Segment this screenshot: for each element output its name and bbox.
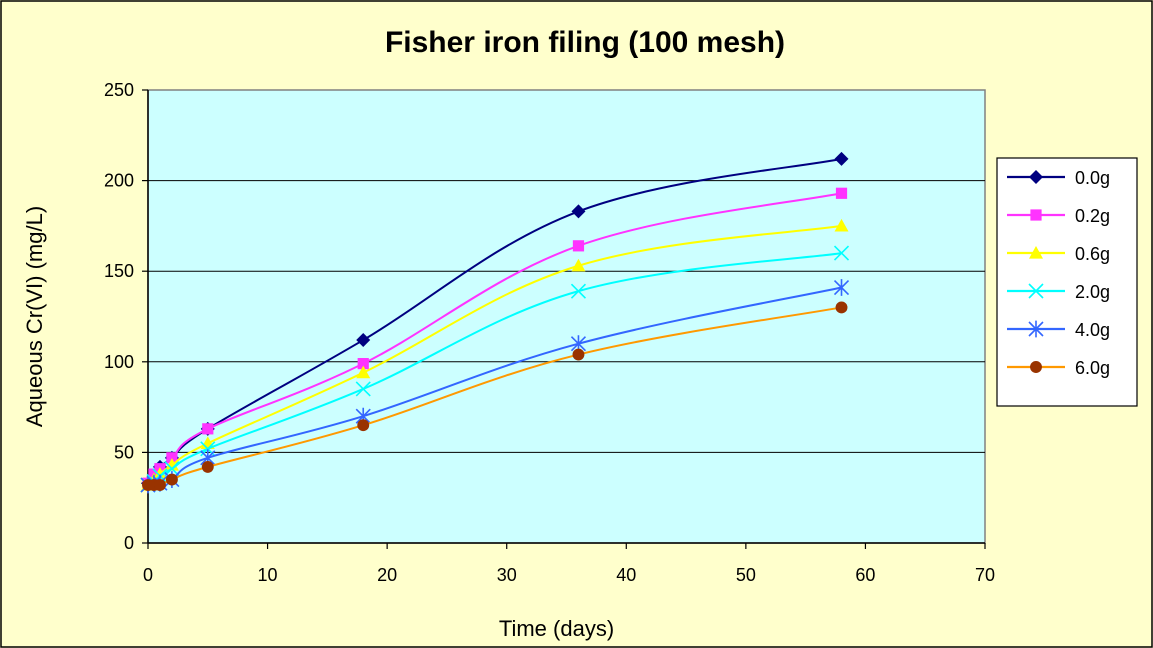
gridlines xyxy=(148,180,985,453)
data-point xyxy=(835,301,848,314)
data-point xyxy=(572,240,585,252)
data-point xyxy=(1030,361,1042,373)
y-tick-label: 200 xyxy=(104,171,134,191)
y-axis-label: Aqueous Cr(VI) (mg/L) xyxy=(22,206,47,427)
legend-item: 4.0g xyxy=(1007,320,1110,340)
y-tick-label: 250 xyxy=(104,80,134,100)
legend-label: 0.6g xyxy=(1075,244,1110,264)
data-point xyxy=(356,365,371,379)
data-point xyxy=(357,358,369,370)
x-tick-label: 60 xyxy=(855,565,875,585)
data-point xyxy=(165,473,178,486)
axes: 0 50 100 150 200 250 0 10 20 30 40 50 60 70 xyxy=(104,80,995,585)
y-tick-label: 50 xyxy=(114,442,134,462)
y-tick-label: 100 xyxy=(104,352,134,372)
legend-item: 0.6g xyxy=(1007,244,1110,264)
x-tick-label: 70 xyxy=(975,565,995,585)
legend-item: 2.0g xyxy=(1007,282,1110,302)
data-point xyxy=(154,479,166,491)
data-point xyxy=(166,452,178,464)
x-tick-label: 50 xyxy=(736,565,756,585)
legend-box xyxy=(996,157,1138,407)
data-point xyxy=(152,467,167,480)
x-tick-label: 40 xyxy=(616,565,636,585)
legend-item: 0.2g xyxy=(1007,206,1110,226)
data-point xyxy=(356,333,371,348)
x-tick-label: 20 xyxy=(377,565,397,585)
plot-area xyxy=(147,89,986,544)
data-point xyxy=(834,218,849,232)
chart-title: Fisher iron filing (100 mesh) xyxy=(385,26,785,59)
data-point xyxy=(201,460,214,473)
data-point xyxy=(1028,283,1044,299)
legend-label: 6.0g xyxy=(1075,358,1110,378)
data-point xyxy=(571,204,586,219)
data-point xyxy=(572,348,585,361)
data-point xyxy=(835,187,848,199)
y-tick-label: 0 xyxy=(124,533,134,553)
legend-label: 0.0g xyxy=(1075,168,1110,188)
legend-item: 0.0g xyxy=(1007,168,1110,188)
x-tick-label: 10 xyxy=(258,565,278,585)
series-layer xyxy=(140,151,850,494)
data-point xyxy=(355,381,371,397)
data-point xyxy=(202,423,214,435)
data-point xyxy=(834,151,849,166)
legend-label: 4.0g xyxy=(1075,320,1110,340)
data-point xyxy=(1030,209,1042,221)
data-point xyxy=(1028,320,1044,338)
data-point xyxy=(833,279,850,296)
x-tick-label: 30 xyxy=(497,565,517,585)
legend-label: 0.2g xyxy=(1075,206,1110,226)
y-tick-label: 150 xyxy=(104,261,134,281)
data-point xyxy=(833,245,850,261)
data-point xyxy=(571,258,586,272)
data-point xyxy=(1029,170,1043,184)
data-point xyxy=(570,283,587,299)
data-point xyxy=(1029,246,1043,259)
legend: 0.0g 0.2g 0.6g 2.0g 4.0g 6.0g xyxy=(996,157,1138,407)
x-axis-label: Time (days) xyxy=(499,616,614,641)
series-6.0g xyxy=(142,301,848,491)
x-tick-label: 0 xyxy=(143,565,153,585)
data-point xyxy=(357,419,370,432)
legend-label: 2.0g xyxy=(1075,282,1110,302)
data-point xyxy=(164,461,180,477)
legend-item: 6.0g xyxy=(1007,358,1110,378)
